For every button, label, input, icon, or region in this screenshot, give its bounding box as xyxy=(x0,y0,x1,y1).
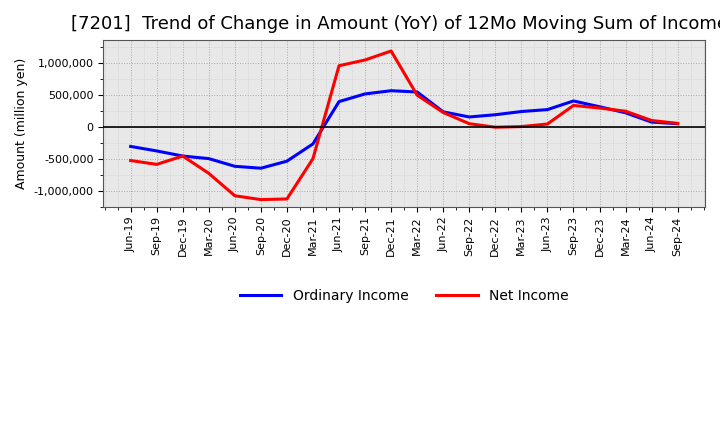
Net Income xyxy=(335,63,343,68)
Ordinary Income xyxy=(230,164,239,169)
Legend: Ordinary Income, Net Income: Ordinary Income, Net Income xyxy=(234,283,574,308)
Ordinary Income xyxy=(179,154,187,159)
Net Income xyxy=(256,197,265,202)
Net Income xyxy=(673,121,682,126)
Net Income xyxy=(413,92,421,98)
Ordinary Income xyxy=(126,144,135,149)
Net Income xyxy=(647,118,656,123)
Ordinary Income xyxy=(465,114,474,120)
Net Income xyxy=(153,162,161,167)
Line: Ordinary Income: Ordinary Income xyxy=(130,91,678,168)
Ordinary Income xyxy=(387,88,395,93)
Net Income xyxy=(230,193,239,198)
Ordinary Income xyxy=(569,98,577,103)
Net Income xyxy=(491,125,500,130)
Ordinary Income xyxy=(595,104,604,110)
Ordinary Income xyxy=(491,112,500,117)
Net Income xyxy=(283,196,292,202)
Net Income xyxy=(569,103,577,108)
Net Income xyxy=(595,105,604,110)
Net Income xyxy=(439,110,448,115)
Net Income xyxy=(204,171,213,176)
Net Income xyxy=(517,124,526,129)
Ordinary Income xyxy=(153,148,161,154)
Net Income xyxy=(309,156,318,161)
Ordinary Income xyxy=(283,158,292,164)
Ordinary Income xyxy=(361,91,369,96)
Ordinary Income xyxy=(647,119,656,125)
Ordinary Income xyxy=(256,165,265,171)
Net Income xyxy=(387,48,395,54)
Net Income xyxy=(465,121,474,126)
Net Income xyxy=(543,121,552,127)
Ordinary Income xyxy=(621,110,630,115)
Net Income xyxy=(621,109,630,114)
Ordinary Income xyxy=(309,141,318,147)
Ordinary Income xyxy=(517,109,526,114)
Net Income xyxy=(126,158,135,163)
Ordinary Income xyxy=(335,99,343,104)
Net Income xyxy=(361,57,369,62)
Title: [7201]  Trend of Change in Amount (YoY) of 12Mo Moving Sum of Incomes: [7201] Trend of Change in Amount (YoY) o… xyxy=(71,15,720,33)
Line: Net Income: Net Income xyxy=(130,51,678,200)
Ordinary Income xyxy=(543,107,552,112)
Ordinary Income xyxy=(439,109,448,114)
Y-axis label: Amount (million yen): Amount (million yen) xyxy=(15,58,28,189)
Ordinary Income xyxy=(204,156,213,161)
Ordinary Income xyxy=(673,121,682,126)
Ordinary Income xyxy=(413,89,421,95)
Net Income xyxy=(179,154,187,159)
